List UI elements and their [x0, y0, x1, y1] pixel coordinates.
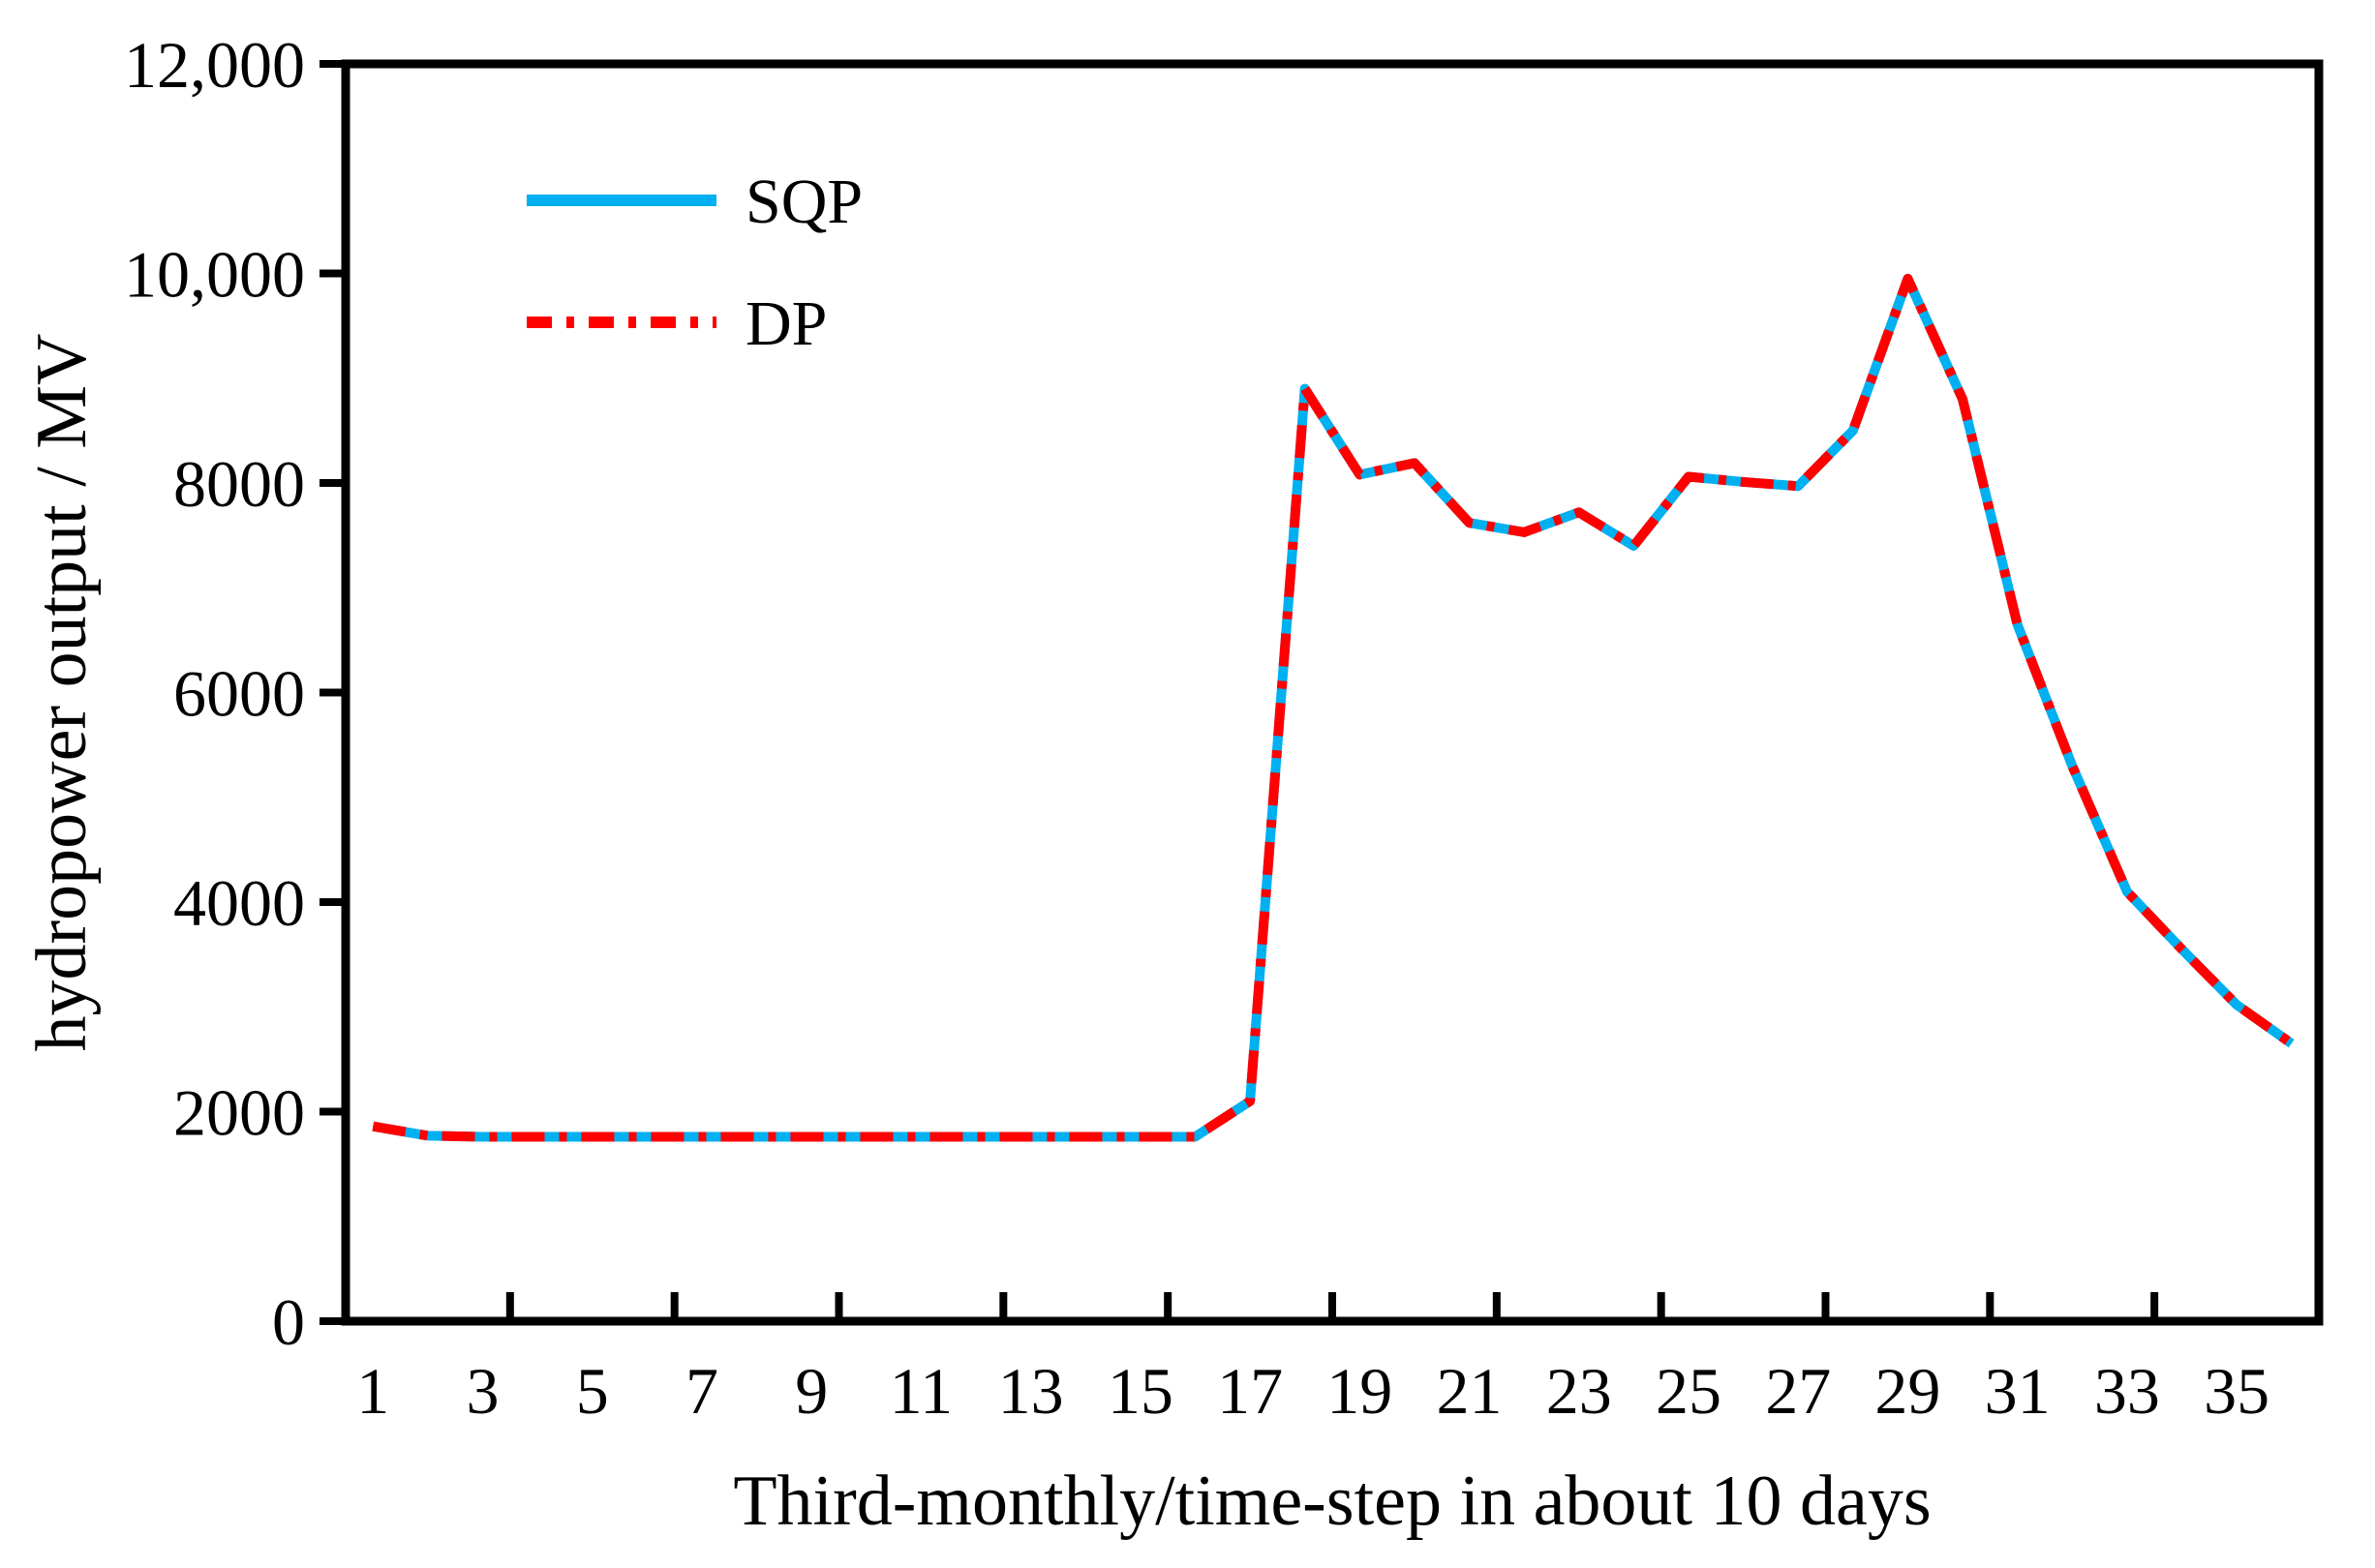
y-tick-label: 10,000 — [124, 238, 305, 312]
x-tick-label: 11 — [890, 1354, 953, 1428]
x-tick-label: 21 — [1437, 1354, 1503, 1428]
y-tick-label: 2000 — [173, 1076, 305, 1150]
x-tick-label: 23 — [1546, 1354, 1612, 1428]
x-axis-title: Third-monthly/time-step in about 10 days — [733, 1462, 1931, 1541]
y-tick-label: 0 — [272, 1285, 305, 1359]
x-tick-label: 17 — [1217, 1354, 1283, 1428]
x-tick-label: 31 — [1985, 1354, 2051, 1428]
x-tick-label: 27 — [1765, 1354, 1831, 1428]
y-axis-title: hydropower output / MV — [22, 334, 102, 1052]
x-tick-label: 7 — [685, 1354, 718, 1428]
y-tick-label: 12,000 — [124, 28, 305, 102]
x-tick-label: 35 — [2204, 1354, 2269, 1428]
legend-label-sqp: SQP — [746, 166, 863, 237]
x-tick-label: 15 — [1108, 1354, 1173, 1428]
y-tick-label: 4000 — [173, 866, 305, 940]
x-tick-label: 13 — [998, 1354, 1064, 1428]
x-tick-label: 29 — [1874, 1354, 1940, 1428]
y-tick-label: 8000 — [173, 447, 305, 521]
x-tick-label: 19 — [1326, 1354, 1392, 1428]
x-tick-label: 1 — [356, 1354, 389, 1428]
y-tick-label: 6000 — [173, 657, 305, 731]
x-tick-label: 3 — [467, 1354, 500, 1428]
sqp-line — [372, 273, 2295, 1142]
x-tick-label: 25 — [1656, 1354, 1721, 1428]
x-tick-label: 33 — [2094, 1354, 2160, 1428]
x-tick-label: 5 — [576, 1354, 609, 1428]
legend-label-dp: DP — [746, 288, 827, 359]
dp-line — [372, 273, 2295, 1142]
x-tick-label: 9 — [795, 1354, 828, 1428]
